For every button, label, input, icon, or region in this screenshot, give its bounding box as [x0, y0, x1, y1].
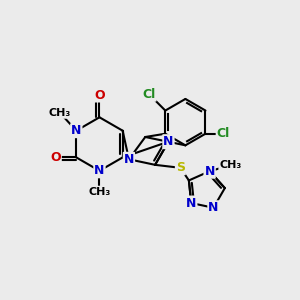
Text: N: N	[208, 201, 219, 214]
Text: N: N	[71, 124, 82, 137]
Text: Cl: Cl	[142, 88, 156, 101]
Text: N: N	[163, 135, 174, 148]
Text: O: O	[94, 88, 105, 101]
Text: S: S	[176, 161, 185, 174]
Text: CH₃: CH₃	[219, 160, 242, 170]
Text: N: N	[186, 196, 196, 209]
Text: N: N	[124, 153, 134, 166]
Text: N: N	[94, 164, 105, 177]
Text: CH₃: CH₃	[88, 187, 111, 196]
Text: N: N	[204, 165, 215, 178]
Text: Cl: Cl	[217, 127, 230, 140]
Text: CH₃: CH₃	[49, 108, 71, 118]
Text: O: O	[50, 151, 61, 164]
